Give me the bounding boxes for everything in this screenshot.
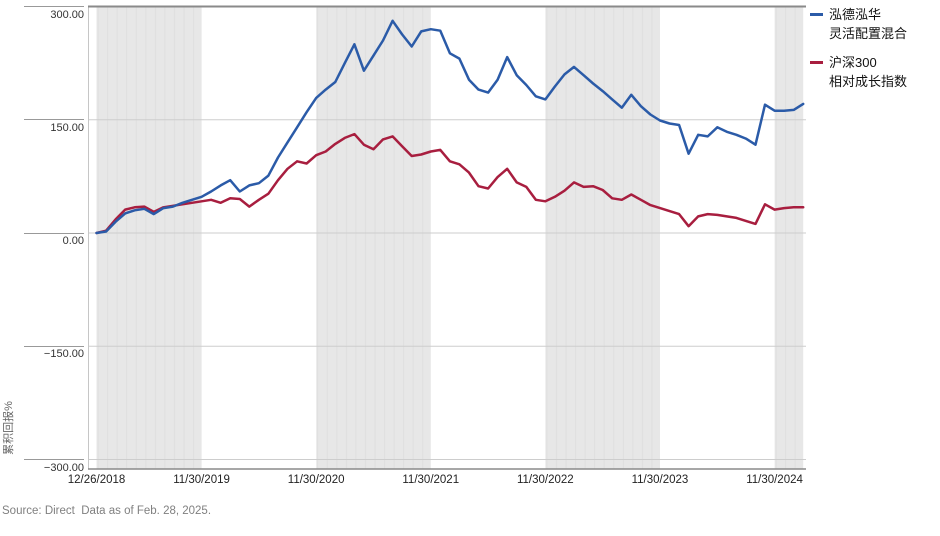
series-line: [95, 19, 805, 235]
chart-svg: [88, 5, 806, 470]
y-tick-rule: [24, 232, 84, 234]
series-line: [95, 132, 805, 235]
x-tick-label: 12/26/2018: [67, 474, 126, 486]
legend-label-index: 沪深300 相对成长指数: [829, 55, 908, 89]
year-shading-band: [545, 6, 660, 469]
y-tick-label: 300.00: [50, 8, 84, 21]
y-tick-label: −150.00: [43, 348, 84, 361]
source-note: Source: Direct Data as of Feb. 28, 2025.: [2, 505, 212, 517]
legend-dash-red-icon: [810, 61, 823, 64]
x-tick-label: 11/30/2021: [402, 474, 460, 486]
y-tick-label: 150.00: [50, 121, 84, 134]
year-shading-band: [316, 6, 431, 469]
x-tick-label: 11/30/2024: [746, 474, 803, 486]
year-shading-band: [774, 6, 804, 469]
year-shading-band: [96, 6, 202, 469]
legend-item-index: 沪深300 相对成长指数: [810, 53, 938, 91]
x-tick-label: 11/30/2022: [516, 474, 574, 486]
x-tick-label: 11/30/2023: [631, 474, 689, 486]
legend-label-fund: 泓德泓华 灵活配置混合: [829, 7, 908, 41]
y-axis-title: 累积回报%: [3, 401, 15, 455]
legend-dash-blue-icon: [810, 13, 823, 16]
legend-item-fund: 泓德泓华 灵活配置混合: [810, 5, 938, 43]
y-tick-rule: [24, 345, 84, 347]
x-tick-label: 11/30/2020: [287, 474, 345, 486]
x-tick-label: 11/30/2019: [173, 474, 230, 486]
chart-legend: 泓德泓华 灵活配置混合 沪深300 相对成长指数: [810, 5, 938, 101]
y-tick-label: −300.00: [43, 461, 84, 474]
plot-area: [88, 0, 806, 470]
y-tick-rule: [24, 119, 84, 121]
y-tick-label: 0.00: [62, 235, 84, 247]
y-tick-rule: [24, 6, 84, 7]
y-tick-rule: [24, 459, 84, 460]
